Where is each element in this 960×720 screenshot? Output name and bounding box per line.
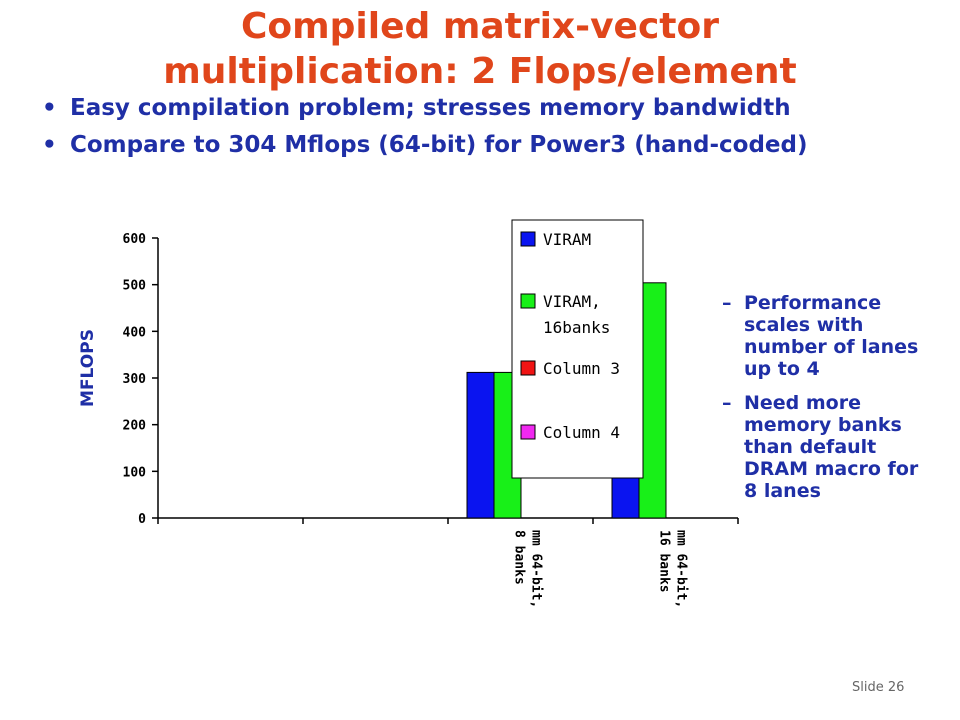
x-category-label: 8 banks (512, 530, 527, 585)
legend-swatch (520, 293, 536, 309)
y-axis-label: MFLOPS (78, 329, 98, 407)
y-tick-label: 400 (123, 325, 147, 340)
legend-label: VIRAM (543, 230, 591, 249)
y-tick-label: 100 (123, 465, 147, 480)
legend-swatch (520, 360, 536, 376)
side-note-item: – Performance scales with number of lane… (722, 292, 922, 380)
legend-label: VIRAM, (543, 292, 601, 311)
side-note-marker: – (722, 292, 732, 314)
legend-label: Column 3 (543, 359, 620, 378)
bar (466, 371, 495, 519)
legend-label: Column 4 (543, 423, 620, 442)
bullet-marker: • (42, 132, 57, 158)
side-note-marker: – (722, 392, 732, 414)
side-note-text: Need more memory banks than default DRAM… (744, 392, 919, 502)
y-tick-label: 300 (123, 372, 147, 387)
side-note-text: Performance scales with number of lanes … (744, 292, 919, 380)
slide-number: Slide 26 (852, 680, 905, 695)
bullet-text: Easy compilation problem; stresses memor… (70, 95, 791, 121)
bullet-marker: • (42, 95, 57, 121)
x-category-label: mm 64-bit, (529, 530, 544, 608)
side-notes: – Performance scales with number of lane… (722, 292, 922, 514)
slide-title-line-2: multiplication: 2 Flops/element (163, 51, 797, 92)
y-tick-label: 200 (123, 419, 147, 434)
y-tick-label: 0 (138, 512, 146, 527)
bullet-item: • Easy compilation problem; stresses mem… (42, 96, 922, 121)
bullet-item: • Compare to 304 Mflops (64-bit) for Pow… (42, 133, 922, 158)
legend-label: 16banks (543, 318, 610, 337)
y-tick-label: 600 (123, 232, 147, 247)
y-tick-label: 500 (123, 279, 147, 294)
slide-title-line-1: Compiled matrix-vector (240, 6, 720, 47)
legend-swatch (520, 231, 536, 247)
bullet-list: • Easy compilation problem; stresses mem… (42, 96, 922, 170)
side-note-item: – Need more memory banks than default DR… (722, 392, 922, 502)
bullet-text: Compare to 304 Mflops (64-bit) for Power… (70, 132, 808, 158)
legend-swatch (520, 424, 536, 440)
x-category-label: 16 banks (657, 530, 672, 593)
x-category-label: mm 64-bit, (674, 530, 689, 608)
